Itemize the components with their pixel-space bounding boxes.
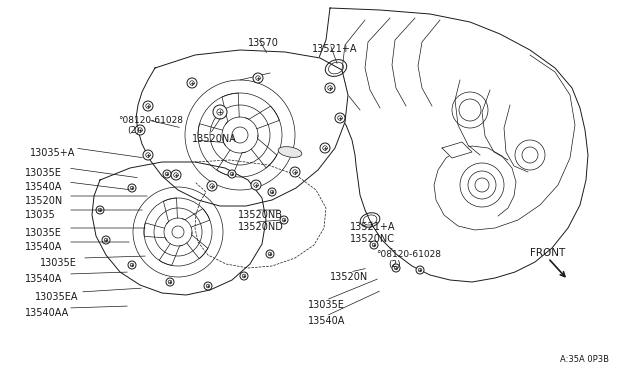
Ellipse shape <box>278 147 302 157</box>
Text: 13035E: 13035E <box>40 258 77 268</box>
Circle shape <box>135 125 145 135</box>
Circle shape <box>207 181 217 191</box>
Text: FRONT: FRONT <box>530 248 565 258</box>
Circle shape <box>290 167 300 177</box>
Polygon shape <box>434 55 575 230</box>
Text: 13540A: 13540A <box>308 316 346 326</box>
Text: 13035E: 13035E <box>25 228 62 238</box>
Polygon shape <box>442 142 472 158</box>
Text: 13540A: 13540A <box>25 274 62 284</box>
Circle shape <box>416 266 424 274</box>
Text: (2): (2) <box>388 260 401 269</box>
Circle shape <box>370 241 378 249</box>
Text: 13520N: 13520N <box>25 196 63 206</box>
Circle shape <box>268 188 276 196</box>
Text: 13035: 13035 <box>25 210 56 220</box>
Circle shape <box>166 278 174 286</box>
Text: 13521+A: 13521+A <box>350 222 396 232</box>
Text: 13035E: 13035E <box>25 168 62 178</box>
Circle shape <box>128 261 136 269</box>
Circle shape <box>213 105 227 119</box>
Circle shape <box>320 143 330 153</box>
Text: 13520NB: 13520NB <box>238 210 283 220</box>
Circle shape <box>228 170 236 178</box>
Text: 13520ND: 13520ND <box>238 222 284 232</box>
Circle shape <box>171 170 181 180</box>
Text: (2): (2) <box>127 126 140 135</box>
Text: A:35A 0P3B: A:35A 0P3B <box>560 355 609 364</box>
Circle shape <box>280 216 288 224</box>
Circle shape <box>204 282 212 290</box>
Text: 13540A: 13540A <box>25 182 62 192</box>
Circle shape <box>143 101 153 111</box>
Circle shape <box>128 184 136 192</box>
Text: °08120-61028: °08120-61028 <box>376 250 441 259</box>
Polygon shape <box>136 50 348 206</box>
Circle shape <box>163 170 171 178</box>
Text: 13540AA: 13540AA <box>25 308 69 318</box>
Text: 13540A: 13540A <box>25 242 62 252</box>
Circle shape <box>96 206 104 214</box>
Circle shape <box>251 180 261 190</box>
Text: 13521+A: 13521+A <box>312 44 358 54</box>
Text: 13520N: 13520N <box>330 272 368 282</box>
Polygon shape <box>92 162 266 295</box>
Polygon shape <box>316 8 588 282</box>
Circle shape <box>102 236 110 244</box>
Circle shape <box>325 83 335 93</box>
Circle shape <box>253 73 263 83</box>
Text: 13570: 13570 <box>248 38 279 48</box>
Circle shape <box>392 264 400 272</box>
Circle shape <box>335 113 345 123</box>
Text: °08120-61028: °08120-61028 <box>118 116 183 125</box>
Circle shape <box>240 272 248 280</box>
Text: 13520NC: 13520NC <box>350 234 395 244</box>
Circle shape <box>266 250 274 258</box>
Text: 13035+A: 13035+A <box>30 148 76 158</box>
Text: 13035EA: 13035EA <box>35 292 79 302</box>
Circle shape <box>187 78 197 88</box>
Circle shape <box>143 150 153 160</box>
Text: 13520NA: 13520NA <box>192 134 237 144</box>
Text: 13035E: 13035E <box>308 300 345 310</box>
